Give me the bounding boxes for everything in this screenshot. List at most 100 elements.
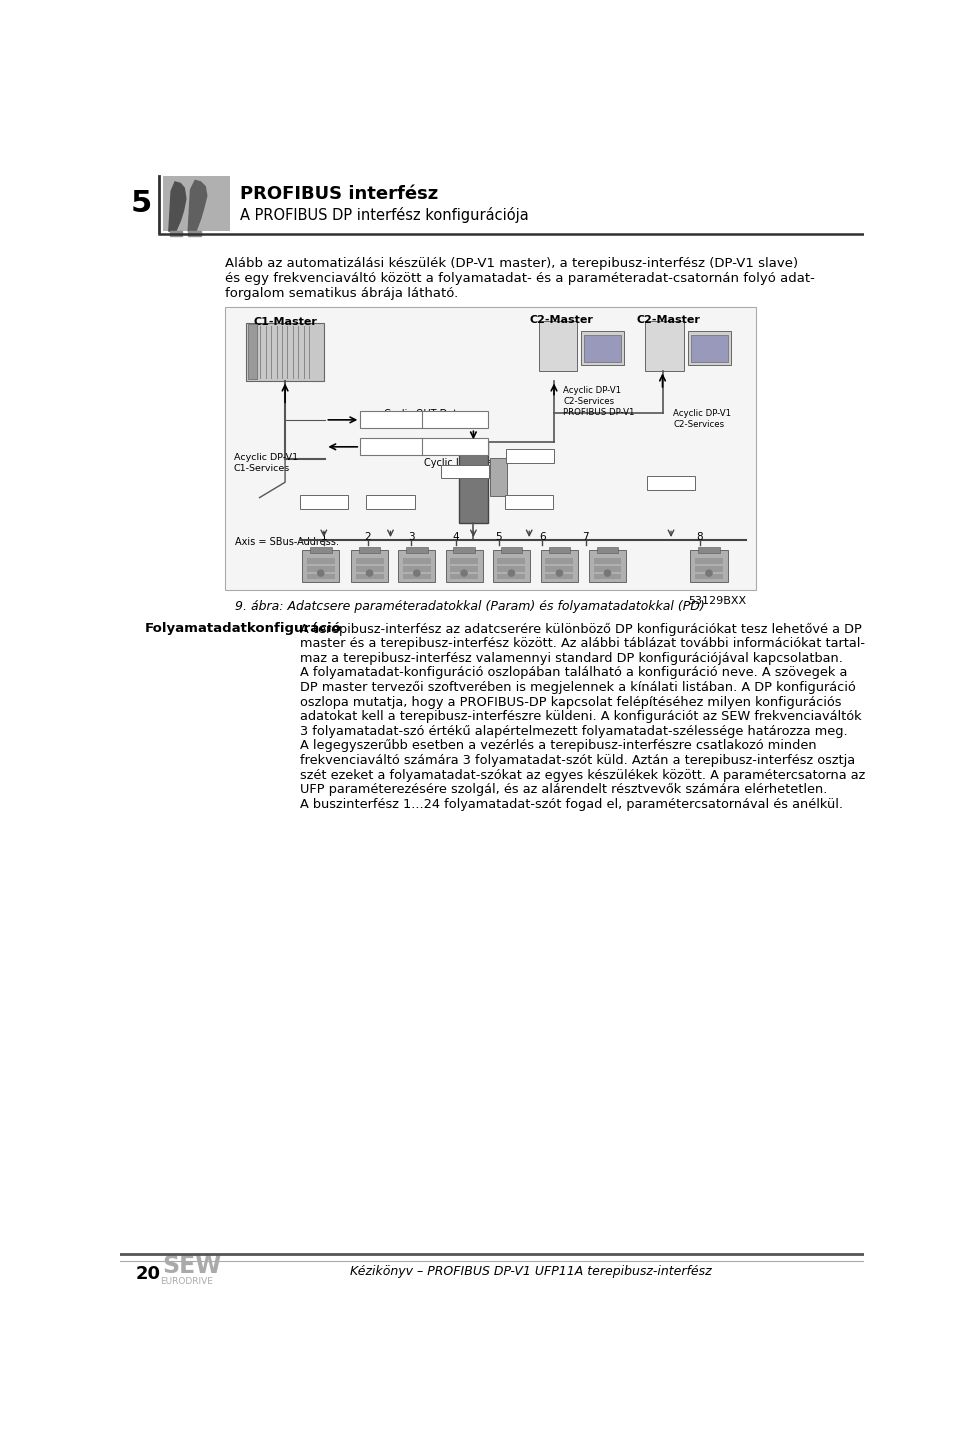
Text: és egy frekvenciaváltó között a folyamatadat- és a paraméteradat-csatornán folyó: és egy frekvenciaváltó között a folyamat… <box>225 272 814 285</box>
Text: PROFIBUS interfész: PROFIBUS interfész <box>240 186 439 203</box>
Bar <box>540 550 578 582</box>
Bar <box>497 559 525 563</box>
Bar <box>588 550 626 582</box>
Text: Cyclic IN Data: Cyclic IN Data <box>423 457 492 468</box>
Text: 3: 3 <box>408 533 415 542</box>
Bar <box>351 550 388 582</box>
Bar <box>360 411 488 428</box>
Text: Axis = 3: Axis = 3 <box>367 497 415 507</box>
Text: Param: Param <box>374 415 408 425</box>
Text: 7: 7 <box>583 533 589 542</box>
Text: C2-Master: C2-Master <box>636 315 701 325</box>
Bar <box>596 547 618 553</box>
Bar <box>645 321 684 370</box>
Bar <box>445 550 483 582</box>
Bar <box>450 566 478 572</box>
Text: 5: 5 <box>495 533 502 542</box>
Text: Cyclic OUT Data: Cyclic OUT Data <box>384 409 464 420</box>
Bar <box>690 550 728 582</box>
Polygon shape <box>170 231 182 235</box>
Text: Axis = 5: Axis = 5 <box>505 497 553 507</box>
Text: szét ezeket a folyamatadat-szókat az egyes készülékek között. A paramétercsatorn: szét ezeket a folyamatadat-szókat az egy… <box>300 768 865 781</box>
Bar <box>698 547 720 553</box>
Bar <box>307 574 335 579</box>
Bar <box>300 495 348 510</box>
Bar <box>505 495 553 510</box>
Bar <box>248 324 257 379</box>
Bar <box>302 550 339 582</box>
Text: 5: 5 <box>132 189 153 218</box>
Bar <box>691 335 728 362</box>
Circle shape <box>706 571 712 576</box>
Bar <box>490 457 507 497</box>
Bar <box>695 559 723 563</box>
Bar <box>367 495 415 510</box>
Circle shape <box>605 571 611 576</box>
Bar <box>406 547 427 553</box>
Bar <box>307 559 335 563</box>
Text: 9. ábra: Adatcsere paraméteradatokkal (Param) és folyamatadatokkal (PD): 9. ábra: Adatcsere paraméteradatokkal (P… <box>234 600 705 613</box>
Text: Kézikönyv – PROFIBUS DP-V1 UFP11A terepibusz-interfész: Kézikönyv – PROFIBUS DP-V1 UFP11A terepi… <box>350 1265 711 1278</box>
Text: 6: 6 <box>540 533 545 542</box>
Text: A PROFIBUS DP interfész konfigurációja: A PROFIBUS DP interfész konfigurációja <box>240 208 529 224</box>
Bar <box>647 476 695 489</box>
Bar <box>162 176 230 231</box>
Text: maz a terepibusz-interfész valamennyi standard DP konfigurációjával kapcsolatban: maz a terepibusz-interfész valamennyi st… <box>300 652 843 665</box>
Text: Folyamatadatkonfiguráció: Folyamatadatkonfiguráció <box>145 623 342 636</box>
Text: A legegyszerűbb esetben a vezérlés a terepibusz-interfészre csatlakozó minden: A legegyszerűbb esetben a vezérlés a ter… <box>300 739 816 752</box>
Circle shape <box>318 571 324 576</box>
Bar <box>688 331 731 366</box>
Text: Axis = 0: Axis = 0 <box>506 452 554 462</box>
Text: master és a terepibusz-interfész között. Az alábbi táblázat további információka: master és a terepibusz-interfész között.… <box>300 637 865 650</box>
Text: 2: 2 <box>365 533 372 542</box>
Text: 53129BXX: 53129BXX <box>688 597 746 605</box>
Text: SEW: SEW <box>162 1255 222 1278</box>
Bar <box>548 547 570 553</box>
Text: adatokat kell a terepibusz-interfészre küldeni. A konfigurációt az SEW frekvenci: adatokat kell a terepibusz-interfészre k… <box>300 710 861 723</box>
Text: 8: 8 <box>696 533 703 542</box>
Bar <box>359 547 380 553</box>
Text: A terepibusz-interfész az adatcserére különböző DP konfigurációkat tesz lehetővé: A terepibusz-interfész az adatcserére kü… <box>300 623 862 636</box>
Bar <box>403 559 431 563</box>
Text: 3 folyamatadat-szó értékű alapértelmezett folyamatadat-szélessége határozza meg.: 3 folyamatadat-szó értékű alapértelmezet… <box>300 725 848 738</box>
Text: A folyamatadat-konfiguráció oszlopában található a konfiguráció neve. A szövegek: A folyamatadat-konfiguráció oszlopában t… <box>300 666 847 680</box>
Bar <box>497 566 525 572</box>
Bar <box>403 566 431 572</box>
Bar <box>441 465 489 478</box>
Bar <box>450 574 478 579</box>
Text: Axis = 8: Axis = 8 <box>647 478 695 488</box>
Text: PD: PD <box>446 415 461 425</box>
Bar <box>585 335 621 362</box>
Text: Axis = 1: Axis = 1 <box>300 497 348 507</box>
Bar <box>593 559 621 563</box>
Bar <box>695 566 723 572</box>
Bar <box>581 331 624 366</box>
Polygon shape <box>169 182 186 231</box>
Bar <box>355 566 383 572</box>
Text: Axis = SBus-Address:: Axis = SBus-Address: <box>234 537 339 546</box>
Bar <box>506 449 554 463</box>
Text: Alább az automatizálási készülék (DP-V1 master), a terepibusz-interfész (DP-V1 s: Alább az automatizálási készülék (DP-V1 … <box>225 257 798 270</box>
Text: forgalom sematikus ábrája látható.: forgalom sematikus ábrája látható. <box>225 286 458 299</box>
Bar <box>545 574 573 579</box>
Bar <box>459 443 488 523</box>
Text: Acyclic DP-V1
C2-Services
PROFIBUS DP-V1: Acyclic DP-V1 C2-Services PROFIBUS DP-V1 <box>564 386 635 417</box>
Bar <box>500 547 522 553</box>
Bar <box>497 574 525 579</box>
Text: 1: 1 <box>321 533 327 542</box>
Text: A buszinterfész 1...24 folyamatadat-szót fogad el, paramétercsatornával és anélk: A buszinterfész 1...24 folyamatadat-szót… <box>300 799 843 810</box>
Text: Param: Param <box>374 441 408 452</box>
Polygon shape <box>188 180 206 231</box>
Bar <box>450 559 478 563</box>
Polygon shape <box>188 231 202 235</box>
Bar <box>225 306 756 590</box>
Text: Acyclic DP-V1
C2-Services: Acyclic DP-V1 C2-Services <box>673 409 732 430</box>
Bar <box>593 574 621 579</box>
Circle shape <box>508 571 515 576</box>
Bar <box>492 550 530 582</box>
Text: 20: 20 <box>135 1265 160 1282</box>
Text: PD: PD <box>446 441 461 452</box>
Circle shape <box>461 571 468 576</box>
Circle shape <box>367 571 372 576</box>
Text: oszlopa mutatja, hogy a PROFIBUS-DP kapcsolat felépítéséhez milyen konfigurációs: oszlopa mutatja, hogy a PROFIBUS-DP kapc… <box>300 696 841 709</box>
